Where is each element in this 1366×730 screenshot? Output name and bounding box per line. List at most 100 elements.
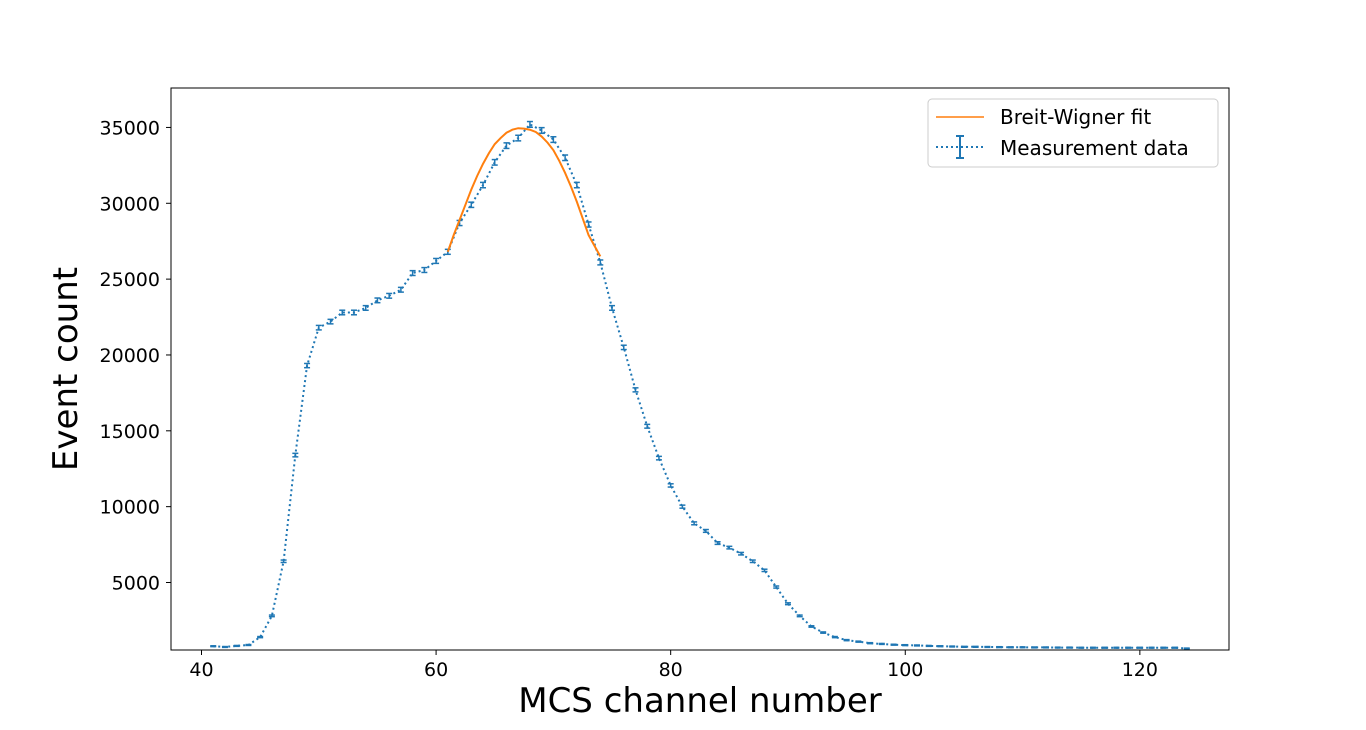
data-point <box>233 644 240 648</box>
data-point <box>855 640 862 643</box>
data-point <box>433 257 440 265</box>
legend-data-label: Measurement data <box>1000 136 1189 160</box>
data-point <box>1043 646 1050 649</box>
data-point <box>503 142 510 150</box>
data-point <box>1136 646 1143 649</box>
x-tick-label: 100 <box>887 659 923 681</box>
data-point <box>878 642 885 646</box>
data-point <box>573 181 580 189</box>
data-point <box>386 292 393 299</box>
data-point <box>972 645 979 648</box>
measurement-data-line <box>213 123 1187 650</box>
data-point <box>1183 647 1190 650</box>
data-point <box>538 126 545 135</box>
data-point <box>292 452 299 458</box>
data-point <box>843 638 850 642</box>
data-point <box>1148 646 1155 649</box>
data-point <box>280 559 287 564</box>
legend: Breit-Wigner fit Measurement data <box>927 98 1219 168</box>
data-point <box>409 269 416 277</box>
data-point <box>350 309 357 316</box>
data-point <box>257 635 264 639</box>
data-point <box>397 286 404 293</box>
axes: 40 60 80 100 120 5000 10000 15000 20000 25000 3000… <box>100 87 1230 681</box>
data-point <box>245 643 252 647</box>
data-point <box>679 504 686 509</box>
data-point <box>796 614 803 618</box>
y-tick-label: 5000 <box>112 572 160 594</box>
data-point <box>421 266 428 274</box>
data-point <box>304 362 311 369</box>
data-point <box>1160 646 1167 649</box>
data-point <box>749 559 756 564</box>
data-point <box>562 154 569 162</box>
data-point <box>221 645 228 649</box>
data-point <box>268 614 275 618</box>
data-point <box>491 158 498 166</box>
data-point <box>550 136 557 144</box>
legend-box <box>927 98 1219 168</box>
data-point <box>784 602 791 606</box>
data-point <box>644 423 651 429</box>
y-axis-title: Event count <box>46 267 86 471</box>
data-point <box>902 643 909 647</box>
data-point <box>620 344 627 351</box>
data-point <box>761 568 768 573</box>
data-point <box>327 318 334 325</box>
data-point <box>1031 646 1038 649</box>
data-point <box>913 644 920 647</box>
data-point <box>925 644 932 648</box>
x-tick-label: 80 <box>659 659 683 681</box>
y-tick-label: 25000 <box>100 269 160 291</box>
data-point <box>480 181 487 189</box>
legend-fit-label: Breit-Wigner fit <box>1000 105 1151 129</box>
data-point <box>702 528 709 534</box>
y-tick-label: 35000 <box>100 117 160 139</box>
data-point <box>1078 646 1085 649</box>
data-point <box>996 645 1003 649</box>
data-point <box>210 645 217 648</box>
data-point <box>632 387 639 393</box>
data-point <box>773 585 780 589</box>
y-tick-label: 15000 <box>100 421 160 443</box>
data-point <box>714 540 721 546</box>
x-tick-label: 60 <box>424 659 448 681</box>
data-point <box>808 625 815 628</box>
data-point <box>984 645 991 649</box>
data-point <box>937 645 944 648</box>
data-point <box>691 521 698 526</box>
data-point <box>1007 646 1014 649</box>
data-point <box>1125 646 1132 649</box>
data-point <box>667 483 674 488</box>
data-point <box>726 545 733 550</box>
data-point <box>597 259 604 266</box>
data-point <box>362 304 369 312</box>
data-point <box>1172 646 1179 649</box>
data-point <box>738 551 745 556</box>
data-point <box>526 120 533 129</box>
data-point <box>960 645 967 648</box>
data-point <box>949 645 956 648</box>
y-tick-label: 20000 <box>100 345 160 367</box>
plot-frame <box>170 87 1230 651</box>
data-point <box>339 309 346 316</box>
data-point <box>468 201 475 209</box>
y-tick-label: 10000 <box>100 497 160 519</box>
data-point <box>515 134 522 142</box>
data-point <box>1089 646 1096 649</box>
x-axis-title: MCS channel number <box>518 681 882 721</box>
data-point <box>315 324 322 331</box>
plot-area <box>210 120 1190 650</box>
data-point <box>831 635 838 639</box>
data-point <box>1054 646 1061 649</box>
data-point <box>1066 646 1073 649</box>
data-point <box>1019 646 1026 649</box>
data-point <box>374 297 381 304</box>
data-point <box>1101 646 1108 649</box>
data-point <box>867 641 874 645</box>
data-point <box>609 304 616 312</box>
data-point <box>655 455 662 461</box>
data-point <box>1113 646 1120 649</box>
x-tick-label: 120 <box>1122 659 1158 681</box>
